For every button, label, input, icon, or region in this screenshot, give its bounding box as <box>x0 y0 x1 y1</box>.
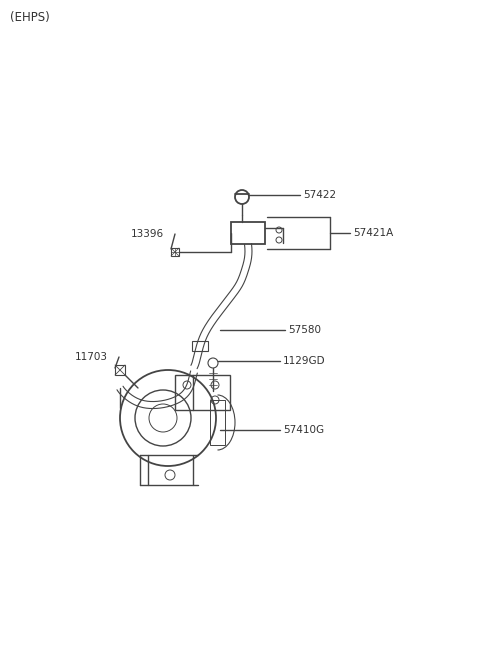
Bar <box>115 365 125 375</box>
Bar <box>175 375 230 410</box>
Text: 57580: 57580 <box>288 325 321 335</box>
Text: 57422: 57422 <box>303 190 336 200</box>
Text: 11703: 11703 <box>75 352 108 362</box>
Text: 13396: 13396 <box>131 229 164 239</box>
Bar <box>192 341 208 351</box>
Bar <box>231 222 265 244</box>
Text: 57421A: 57421A <box>353 228 393 238</box>
Bar <box>171 248 179 256</box>
Text: (EHPS): (EHPS) <box>10 12 50 24</box>
Bar <box>210 400 225 445</box>
Bar <box>148 455 193 485</box>
Text: 1129GD: 1129GD <box>283 356 325 366</box>
Text: 57410G: 57410G <box>283 425 324 435</box>
